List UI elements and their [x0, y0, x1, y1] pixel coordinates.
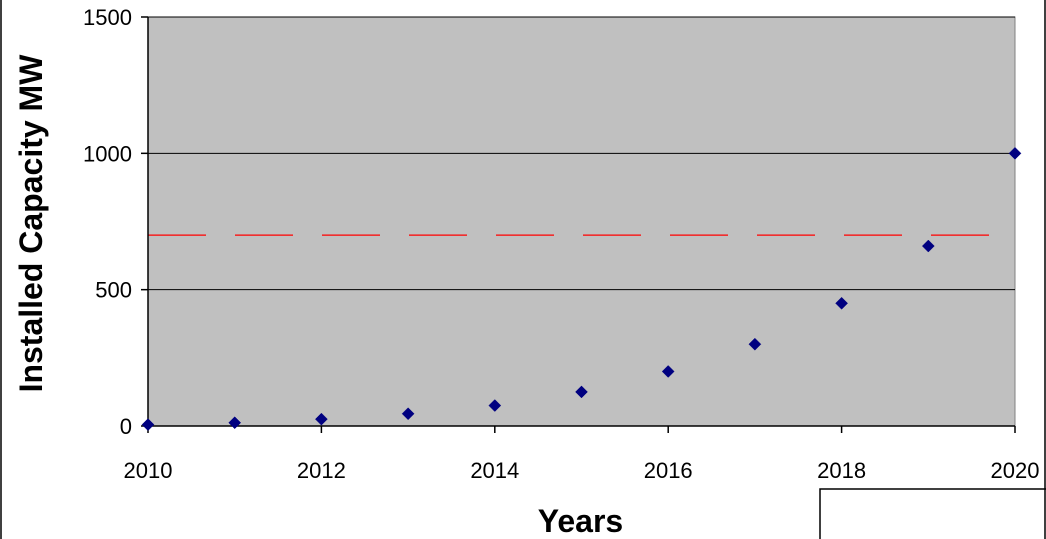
data-point [661, 365, 675, 378]
x-tick-label: 2012 [297, 458, 346, 483]
data-point [228, 416, 242, 430]
x-axis-title: Years [538, 503, 623, 539]
gridlines [148, 16, 1015, 291]
x-tick-label: 2010 [124, 458, 173, 483]
y-tick-label: 0 [120, 414, 132, 439]
data-point [141, 418, 155, 431]
x-tick-label: 2016 [644, 458, 693, 483]
data-point [921, 239, 935, 253]
y-tick-label: 1500 [83, 5, 132, 30]
plot-area [147, 16, 1016, 427]
data-point [315, 412, 328, 426]
y-axis: 0 500 1000 1500 [83, 5, 149, 439]
y-axis-title: Installed Capacity MW [13, 54, 49, 393]
empty-legend-box [819, 488, 1046, 539]
x-tick-label: 2018 [817, 458, 866, 483]
data-point [488, 399, 502, 412]
data-point [835, 296, 848, 310]
y-tick-label: 500 [95, 278, 132, 303]
data-points [141, 146, 1022, 431]
data-point [401, 407, 415, 421]
x-tick-label: 2014 [470, 458, 519, 483]
data-point [1008, 146, 1022, 160]
data-point [748, 337, 762, 351]
x-axis: 2010 2012 2014 2016 2018 2020 [124, 425, 1040, 483]
data-point [575, 385, 588, 399]
x-tick-label: 2020 [991, 458, 1040, 483]
y-tick-label: 1000 [83, 141, 132, 166]
